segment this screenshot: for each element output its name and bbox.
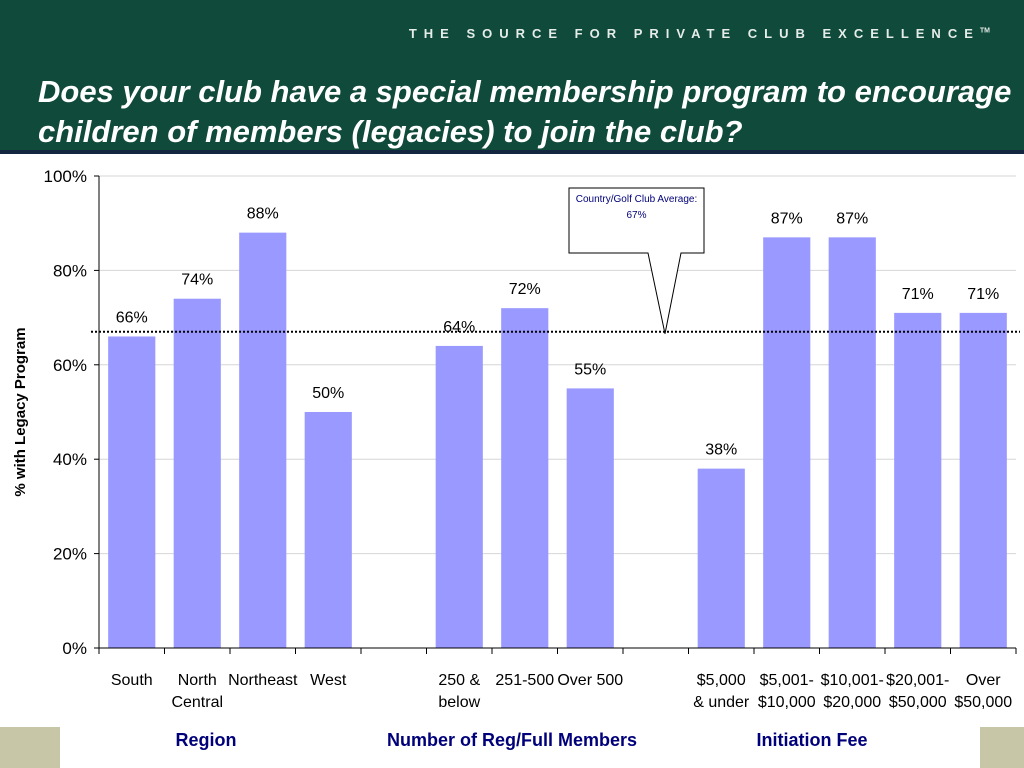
- y-tick-label: 100%: [44, 167, 87, 186]
- category-label: West: [310, 672, 347, 689]
- y-tick-label: 80%: [53, 261, 87, 280]
- category-label: 250 & below: [438, 672, 480, 711]
- data-label: 55%: [574, 361, 606, 378]
- category-label: $5,000 & under: [693, 672, 750, 711]
- data-label: 72%: [509, 281, 541, 298]
- bar: [108, 336, 156, 648]
- bar: [828, 237, 876, 649]
- data-label: 50%: [312, 385, 344, 402]
- category-label: South: [111, 672, 153, 689]
- data-label: 71%: [902, 286, 934, 303]
- footer-accent-right: [980, 727, 1024, 768]
- group-label-members: Number of Reg/Full Members: [386, 730, 638, 750]
- category-label: North Central: [171, 672, 223, 711]
- category-label: $20,001-$50,000: [886, 672, 949, 711]
- average-callout-box: [568, 187, 705, 334]
- bar: [763, 237, 811, 649]
- category-label: Over 500: [557, 672, 623, 689]
- header-banner: [0, 0, 1024, 150]
- category-label: 251-500: [495, 672, 554, 689]
- data-label: 74%: [181, 272, 213, 289]
- tagline: THE SOURCE FOR PRIVATE CLUB EXCELLENCETM: [408, 26, 990, 41]
- data-label: 87%: [836, 210, 868, 227]
- group-label-region: Region: [175, 730, 237, 750]
- bar: [501, 308, 549, 648]
- group-label-initiation-fee: Initiation Fee: [756, 730, 868, 750]
- category-label: Over $50,000: [954, 672, 1012, 711]
- data-label: 66%: [116, 309, 148, 326]
- data-label: 38%: [705, 442, 737, 459]
- data-label: 64%: [443, 319, 475, 336]
- y-tick-label: 20%: [53, 545, 87, 564]
- data-label: 88%: [247, 206, 279, 223]
- bar: [566, 388, 614, 648]
- data-label: 71%: [967, 286, 999, 303]
- bar: [304, 412, 352, 648]
- y-tick-label: 0%: [62, 639, 87, 658]
- category-label: $5,001-$10,000: [758, 672, 816, 711]
- data-label: 87%: [771, 210, 803, 227]
- category-label: $10,001-$20,000: [821, 672, 884, 711]
- slide-title: Does your club have a special membership…: [38, 74, 1012, 149]
- y-tick-label: 40%: [53, 450, 87, 469]
- bar: [959, 312, 1007, 648]
- footer-accent-left: [0, 727, 60, 768]
- average-callout-value: 67%: [626, 210, 646, 221]
- y-tick-label: 60%: [53, 356, 87, 375]
- average-callout-label: Country/Golf Club Average:: [576, 194, 698, 205]
- category-label: Northeast: [228, 672, 298, 689]
- bar: [894, 312, 942, 648]
- bar: [239, 232, 287, 648]
- header-divider: [0, 150, 1024, 154]
- y-axis-title: % with Legacy Program: [12, 327, 29, 496]
- bar: [435, 345, 483, 648]
- bar: [173, 298, 221, 648]
- bar: [697, 468, 745, 648]
